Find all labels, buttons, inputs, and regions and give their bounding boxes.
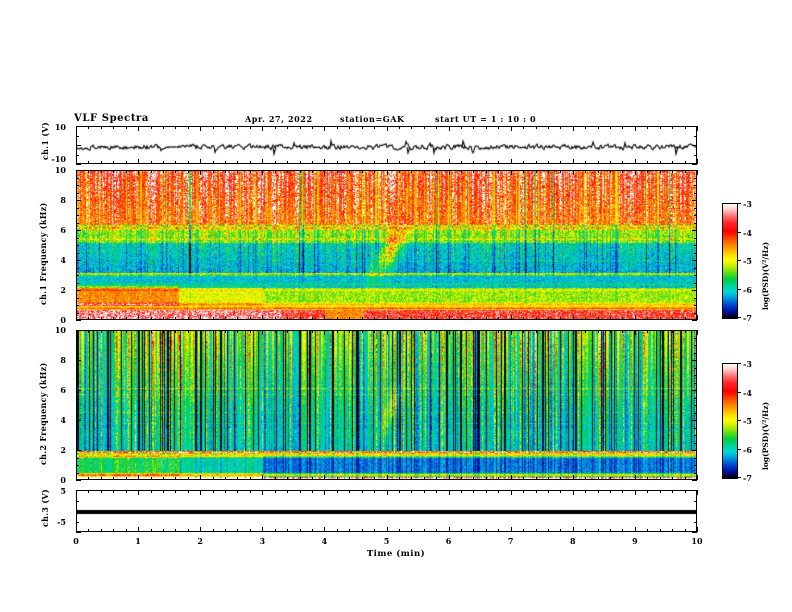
spec1-ytick-2: 2 <box>60 285 66 295</box>
x-tick-8: 8 <box>570 536 576 546</box>
spec2-ytick-6: 6 <box>60 385 66 395</box>
colorbar-tick-label--5: -5 <box>743 256 752 266</box>
spec2-ytick-2: 2 <box>60 445 66 455</box>
ch1-ytick-10: 10 <box>54 122 66 132</box>
spec2-ytick-10: 10 <box>54 325 66 335</box>
x-tick-2: 2 <box>197 536 203 546</box>
colorbar-tick <box>737 477 741 478</box>
colorbar-ch1-gradient <box>723 204 737 318</box>
x-tick-10: 10 <box>691 536 703 546</box>
ch1-ytick-neg10: -10 <box>51 154 66 164</box>
ch1-axis-title: ch.1 (V) <box>40 121 50 160</box>
colorbar-ch2-label: log(PSD)(V²/Hz) <box>761 401 770 470</box>
ch3-axis-title: ch.3 (V) <box>40 488 50 527</box>
colorbar-ch2 <box>722 363 738 479</box>
spec1-axis-title: ch.1 Frequency (kHz) <box>38 202 48 305</box>
colorbar-tick-label--7: -7 <box>743 473 752 483</box>
spec2-ytick-4: 4 <box>60 415 66 425</box>
x-tick-1: 1 <box>135 536 141 546</box>
ch2-spectrogram-panel <box>76 330 697 480</box>
figure-date: Apr. 27, 2022 <box>245 114 313 124</box>
colorbar-tick-label--3: -3 <box>743 199 752 209</box>
colorbar-tick-label--6: -6 <box>743 285 752 295</box>
spec1-ytick-4: 4 <box>60 255 66 265</box>
x-tick-3: 3 <box>259 536 266 546</box>
colorbar-tick-label--5: -5 <box>743 416 752 426</box>
x-axis-title: Time (min) <box>366 549 426 559</box>
ch1-spectrogram-canvas <box>77 171 696 319</box>
colorbar-tick <box>737 449 741 450</box>
spec2-ytick-0: 0 <box>60 475 66 485</box>
colorbar-tick <box>737 232 741 233</box>
x-tick-6: 6 <box>445 536 452 546</box>
ch3-waveform-panel <box>76 490 697 532</box>
figure-title: VLF Spectra <box>74 113 150 124</box>
ch1-waveform-panel <box>76 126 697 164</box>
x-tick-0: 0 <box>73 536 79 546</box>
figure-start-ut: start UT = 1 : 10 : 0 <box>435 114 537 124</box>
colorbar-ch2-gradient <box>723 364 737 478</box>
spec1-ytick-8: 8 <box>60 195 66 205</box>
ch3-ytick-5: 5 <box>60 486 66 496</box>
colorbar-tick <box>737 392 741 393</box>
colorbar-tick <box>737 203 741 204</box>
ch1-waveform-canvas <box>77 127 696 163</box>
x-tick-7: 7 <box>507 536 514 546</box>
ch3-waveform-canvas <box>77 491 696 531</box>
colorbar-ch1 <box>722 203 738 319</box>
x-tick-4: 4 <box>321 536 328 546</box>
spec2-ytick-8: 8 <box>60 355 66 365</box>
colorbar-tick-label--4: -4 <box>743 228 752 238</box>
ch1-spectrogram-panel <box>76 170 697 320</box>
spec1-ytick-6: 6 <box>60 225 66 235</box>
colorbar-tick <box>737 363 741 364</box>
spec1-ytick-10: 10 <box>54 165 66 175</box>
spec1-ytick-0: 0 <box>60 315 66 325</box>
colorbar-tick-label--3: -3 <box>743 359 752 369</box>
colorbar-ch1-label: log(PSD)(V²/Hz) <box>761 241 770 310</box>
colorbar-tick <box>737 317 741 318</box>
figure-station: station=GAK <box>340 114 405 124</box>
colorbar-tick-label--4: -4 <box>743 388 752 398</box>
x-tick-9: 9 <box>632 536 638 546</box>
spec2-axis-title: ch.2 Frequency (kHz) <box>38 362 48 465</box>
x-tick-5: 5 <box>383 536 390 546</box>
colorbar-tick <box>737 260 741 261</box>
ch3-ytick-neg5: -5 <box>57 517 66 527</box>
colorbar-tick <box>737 420 741 421</box>
colorbar-tick-label--7: -7 <box>743 313 752 323</box>
colorbar-tick-label--6: -6 <box>743 445 752 455</box>
colorbar-tick <box>737 289 741 290</box>
ch2-spectrogram-canvas <box>77 331 696 479</box>
